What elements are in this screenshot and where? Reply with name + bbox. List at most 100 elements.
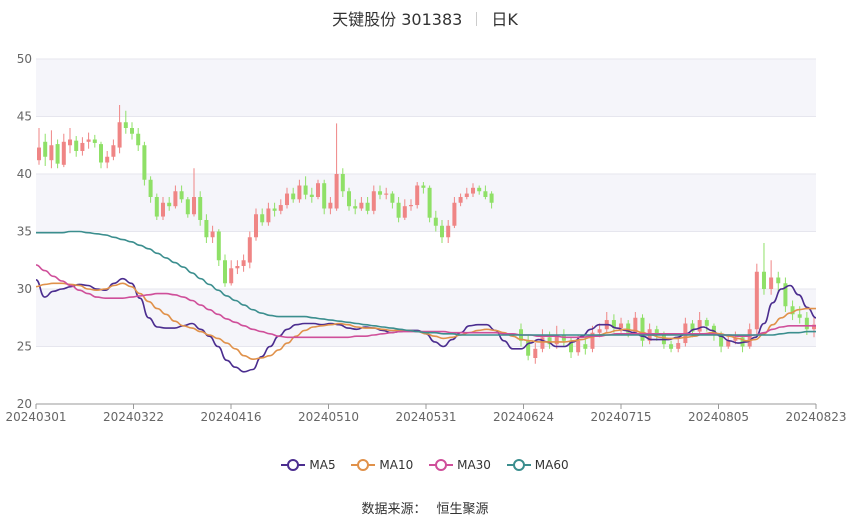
grid-bands <box>36 58 816 405</box>
candle-body <box>185 199 190 215</box>
legend-item-ma5[interactable]: MA5 <box>281 458 336 472</box>
chart-title: 天键股份 301383 日K <box>0 6 850 30</box>
candle-body <box>547 337 552 345</box>
candle-body <box>619 323 624 329</box>
x-tick-label: 20240624 <box>493 410 554 424</box>
legend-ma60-marker <box>512 459 525 471</box>
candle-body <box>210 231 215 238</box>
candle-body <box>371 191 376 211</box>
x-tick-label: 20240416 <box>200 410 261 424</box>
candle-body <box>92 139 97 143</box>
candle-body <box>704 320 709 326</box>
legend-ma10-label: MA10 <box>379 458 414 472</box>
candle-body <box>43 141 48 157</box>
candle-body <box>235 266 240 269</box>
candle-body <box>526 340 531 356</box>
candle-body <box>409 205 413 207</box>
title-divider <box>476 12 478 26</box>
candle-body <box>654 329 659 335</box>
candle-body <box>378 191 382 195</box>
candle-body <box>440 225 444 238</box>
candle-body <box>390 193 395 203</box>
candle-body <box>80 142 85 151</box>
period-label[interactable]: 日K <box>491 10 518 29</box>
candle-body <box>161 202 165 217</box>
x-axis: 20240301 20240322 20240416 20240510 20240531… <box>5 404 847 424</box>
x-tick-label: 20240715 <box>590 410 651 424</box>
candle-body <box>776 277 781 284</box>
candle-body <box>464 193 469 197</box>
candle-body <box>676 343 681 349</box>
candle-body <box>783 283 788 307</box>
ma-line-ma60 <box>35 230 816 336</box>
candle-body <box>597 329 602 333</box>
candle-body <box>117 122 122 148</box>
candle-body <box>633 317 638 333</box>
candle-body <box>421 185 426 188</box>
x-tick-label: 20240322 <box>103 410 164 424</box>
grid-band <box>36 174 816 232</box>
grid-band <box>36 59 816 117</box>
candle-body <box>266 208 271 223</box>
candle-body <box>540 337 545 349</box>
ma-line-ma30 <box>35 264 816 339</box>
candle-body <box>55 144 60 164</box>
candle-body <box>260 214 265 223</box>
candle-body <box>204 220 209 238</box>
y-axis: 20 25 30 35 40 45 50 <box>17 52 32 411</box>
candle-body <box>690 323 695 332</box>
candle-body <box>278 205 283 211</box>
candle-body <box>142 145 147 180</box>
candle-body <box>533 348 538 358</box>
legend-ma30-label: MA30 <box>457 458 491 472</box>
legend-ma10-marker <box>357 459 370 471</box>
candle-body <box>297 185 302 200</box>
candle-body <box>719 335 724 347</box>
legend-item-ma60[interactable]: MA60 <box>506 458 569 472</box>
candle-body <box>254 214 258 238</box>
source-label: 数据来源： <box>361 502 427 517</box>
candle-body <box>452 202 457 226</box>
candle-body <box>489 193 494 203</box>
candle-body <box>626 323 631 333</box>
y-tick-label: 45 <box>17 110 32 124</box>
x-tick-label: 20240823 <box>785 410 846 424</box>
candle-body <box>37 147 41 161</box>
candle-body <box>241 260 246 266</box>
moving-average-lines <box>35 230 817 373</box>
candle-body <box>223 260 227 284</box>
y-tick-label: 25 <box>17 340 32 354</box>
candle-body <box>747 329 752 347</box>
candle-body <box>198 197 203 220</box>
candle-body <box>415 185 420 206</box>
candle-body <box>365 202 370 211</box>
candle-body <box>247 237 252 263</box>
legend-item-ma10[interactable]: MA10 <box>351 458 413 472</box>
candle-body <box>328 202 333 209</box>
legend-ma30-marker <box>435 459 448 471</box>
candle-body <box>640 317 645 341</box>
candle-body <box>477 187 482 192</box>
candle-body <box>136 133 141 146</box>
candle-body <box>347 191 351 207</box>
candle-body <box>192 197 196 215</box>
candle-body <box>99 144 103 163</box>
legend-ma60-label: MA60 <box>534 458 569 472</box>
y-tick-label: 35 <box>17 225 32 239</box>
y-tick-label: 30 <box>17 282 32 296</box>
candle-body <box>790 306 795 315</box>
candle-body <box>359 202 364 209</box>
x-tick-label: 20240301 <box>5 410 66 424</box>
y-tick-label: 20 <box>17 397 32 411</box>
candle-body <box>291 193 296 200</box>
legend-item-ma30[interactable]: MA30 <box>429 458 491 472</box>
candle-body <box>322 183 327 209</box>
y-tick-label: 40 <box>17 167 32 181</box>
candle-body <box>569 340 574 353</box>
source-value: 恒生聚源 <box>436 502 489 517</box>
candle-body <box>384 193 389 195</box>
candle-body <box>583 344 588 349</box>
candle-body <box>812 324 816 330</box>
legend: MA5 MA10 MA30 MA60 <box>0 458 850 475</box>
